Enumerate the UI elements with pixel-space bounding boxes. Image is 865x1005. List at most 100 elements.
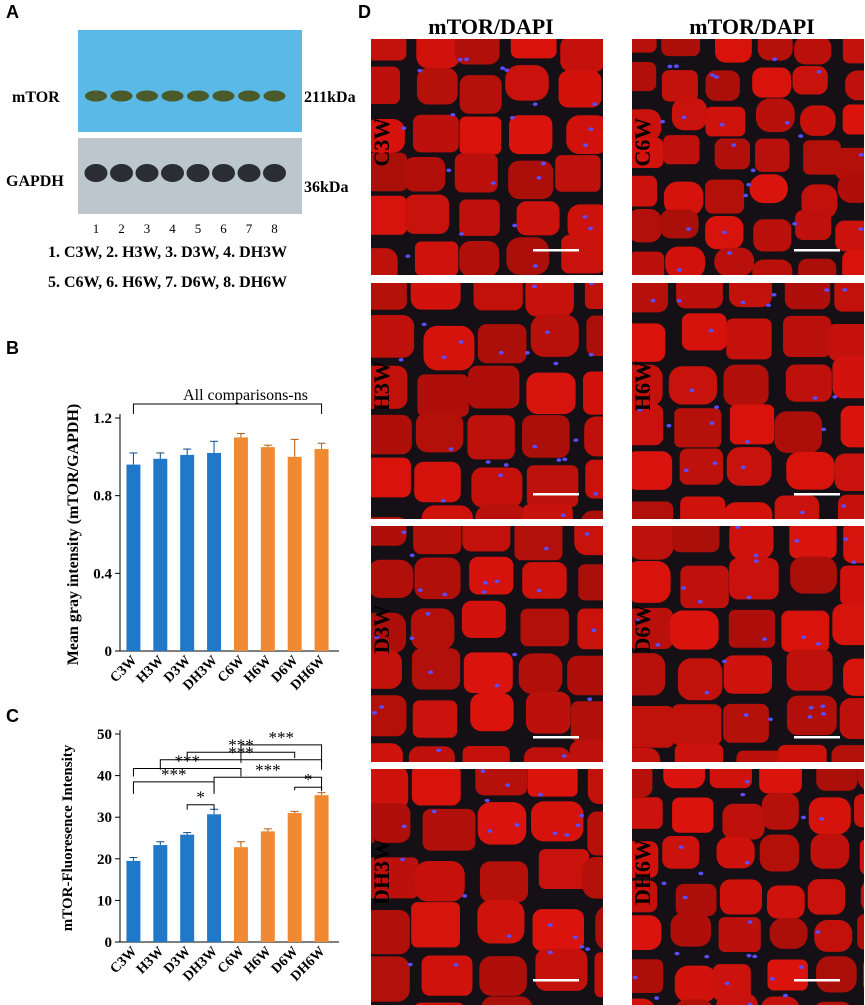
scale-bar [533,249,579,252]
bar [153,459,167,651]
mtor-band [213,91,235,102]
micrograph [632,39,864,275]
gapdh-band [85,164,108,182]
y-axis-label: mTOR-Fluoresence Intensity [60,744,76,931]
micrograph-label: D3W [369,584,395,674]
micrograph [371,283,603,519]
gapdh-band [136,164,159,182]
mtor-band [238,91,260,102]
ns-annotation: All comparisons-ns [183,387,308,404]
gapdh-band [263,164,286,182]
panel-letter-b: B [6,338,19,359]
mtor-band [187,91,209,102]
y-tick-label: 20 [97,852,112,868]
mtor-band [162,91,184,102]
y-tick-label: 0 [105,644,113,660]
micrograph [632,283,864,519]
bar [207,453,221,651]
y-tick-label: 0 [105,935,113,951]
micrograph [371,769,603,1005]
mtor-band [85,91,107,102]
gapdh-band [212,164,235,182]
micrograph-label: DH3W [369,827,395,917]
lane-number: 2 [118,221,125,236]
significance-label: *** [269,728,295,747]
lane-number: 6 [220,221,227,236]
micrograph [632,526,864,762]
western-blot: mTOR 211kDa GAPDH 36kDa 1 2 3 4 5 6 7 8 [0,0,370,240]
bar [261,831,275,942]
gapdh-band [110,164,133,182]
lane-number: 1 [93,221,100,236]
significance-label: *** [255,760,281,779]
y-tick-label: 50 [97,727,112,743]
bar [288,813,302,942]
mtor-band [136,91,158,102]
lane-number: 4 [169,221,176,236]
x-tick-label: C3W [108,944,141,977]
bar [261,447,275,651]
mtor-band [264,91,286,102]
micrograph [371,39,603,275]
y-tick-label: 30 [97,810,112,826]
x-tick-label: H6W [241,653,274,686]
gapdh-band-size: 36kDa [304,179,348,196]
x-tick-label: H3W [134,653,167,686]
y-tick-label: 10 [97,893,112,909]
lane-number: 5 [195,221,202,236]
bar [180,455,194,651]
micrograph-label: C6W [630,97,656,187]
y-axis-label: Mean gray intensity (mTOR/GAPDH) [65,404,82,665]
lane-number: 3 [144,221,151,236]
micrograph-label: C3W [369,97,395,187]
bar [126,465,140,651]
significance-label: *** [228,735,254,754]
chart-b: 0 0.4 0.8 1.2 Mean gray intensity (mTOR/GAPD… [0,360,360,700]
mtor-band-size: 211kDa [304,89,356,106]
ns-bracket [133,404,321,414]
x-tick-label: H6W [241,944,274,977]
bar [180,835,194,942]
micrograph-label: D6W [630,584,656,674]
bar [315,449,329,651]
bar [234,847,248,942]
micrograph-label: H3W [369,341,395,431]
scale-bar [533,736,579,739]
gapdh-band-label: GAPDH [6,173,64,190]
bar [153,845,167,942]
bar [126,861,140,942]
gapdh-band [161,164,184,182]
mtor-membrane [78,30,302,132]
y-tick-label: 1.2 [93,411,112,427]
micrograph [371,526,603,762]
x-tick-label: C6W [215,653,248,686]
micrograph [632,769,864,1005]
lane-number: 8 [271,221,278,236]
scale-bar [794,493,840,496]
gapdh-band [187,164,210,182]
significance-label: * [196,788,205,807]
chart-c: 0 10 20 30 40 50 mTOR-Fluoresence Intensity C3W… [0,706,360,1003]
column-title-left: mTOR/DAPI [371,14,611,40]
lane-number: 7 [246,221,253,236]
y-tick-label: 40 [97,769,112,785]
y-tick-label: 0.8 [93,489,112,505]
micrograph-label: H6W [630,341,656,431]
micrograph-label: DH6W [630,827,656,917]
scale-bar [533,979,579,982]
x-tick-label: H3W [134,944,167,977]
x-tick-label: C3W [108,653,141,686]
x-tick-label: C6W [215,944,248,977]
scale-bar [794,736,840,739]
bar [315,795,329,942]
mtor-band-label: mTOR [12,89,60,106]
significance-label: * [304,770,313,789]
column-title-right: mTOR/DAPI [632,14,865,40]
gapdh-band [238,164,261,182]
scale-bar [794,249,840,252]
lane-legend-line-2: 5. C6W, 6. H6W, 7. D6W, 8. DH6W [48,274,287,292]
bar [288,457,302,651]
bar [234,437,248,651]
bar [207,814,221,942]
y-tick-label: 0.4 [93,566,112,582]
